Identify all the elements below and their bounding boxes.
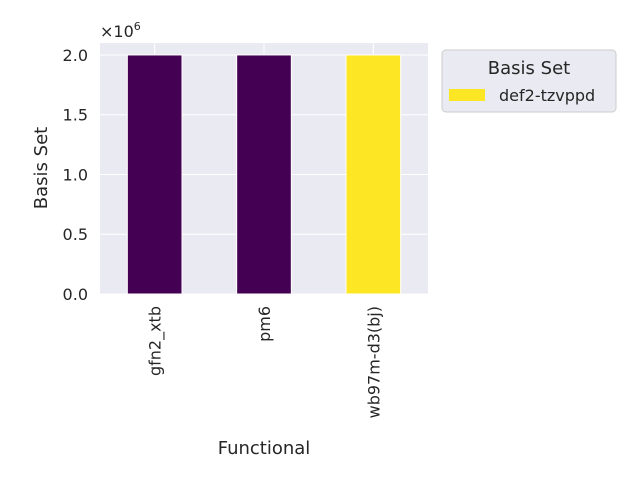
legend-title: Basis Set — [488, 58, 570, 79]
y-tick-labels: 0.0 0.5 1.0 1.5 2.0 — [63, 46, 88, 304]
y-tick-label: 0.0 — [63, 285, 88, 304]
x-tick-label: pm6 — [255, 306, 274, 342]
y-axis-label: Basis Set — [31, 127, 52, 209]
legend-box — [441, 49, 617, 113]
y-tick-label: 0.5 — [63, 225, 88, 244]
y-tick-label: 2.0 — [63, 46, 88, 65]
bar-pm6 — [236, 54, 292, 295]
x-tick-labels: gfn2_xtb pm6 wb97m-d3(bj) — [146, 306, 384, 418]
x-tick-label: gfn2_xtb — [146, 306, 166, 376]
y-offset-label: ×106 — [100, 20, 141, 41]
x-axis-label: Functional — [218, 438, 311, 459]
y-tick-label: 1.0 — [63, 165, 88, 184]
bars — [126, 54, 402, 295]
bar-wb97m-d3(bj) — [345, 54, 402, 295]
legend: Basis Set def2-tzvppd — [441, 49, 617, 113]
x-tick-label: wb97m-d3(bj) — [364, 306, 383, 418]
y-tick-label: 1.5 — [63, 106, 88, 125]
legend-swatch — [449, 89, 485, 101]
bar-gfn2_xtb — [126, 54, 183, 295]
legend-entry-label: def2-tzvppd — [499, 86, 595, 105]
